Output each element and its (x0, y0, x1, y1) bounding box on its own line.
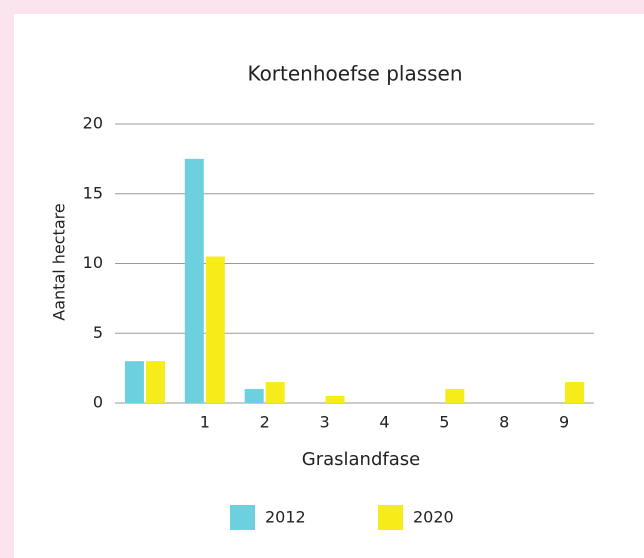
bar (265, 382, 285, 403)
legend-swatch (378, 505, 403, 530)
legend-label: 2020 (413, 508, 454, 527)
y-tick-label: 10 (83, 253, 103, 272)
bar (145, 361, 165, 403)
legend-label: 2012 (265, 508, 306, 527)
x-tick-label: 5 (439, 413, 449, 432)
bar (325, 396, 345, 403)
legend-swatch (230, 505, 255, 530)
chart-title: Kortenhoefse plassen (247, 62, 462, 86)
bar (445, 389, 465, 403)
x-tick-label: 4 (379, 413, 389, 432)
bar (565, 382, 585, 403)
y-tick-label: 5 (93, 323, 103, 342)
bar (205, 256, 225, 403)
y-tick-label: 0 (93, 393, 103, 412)
x-tick-label: 9 (559, 413, 569, 432)
bar (184, 158, 204, 403)
x-axis-label: Graslandfase (302, 449, 420, 470)
x-tick-label: 3 (319, 413, 329, 432)
x-tick-label: 1 (200, 413, 210, 432)
y-axis-label: Aantal hectare (50, 203, 69, 320)
panel (14, 14, 644, 558)
bar (244, 389, 264, 403)
y-tick-label: 15 (83, 183, 103, 202)
x-tick-label: 2 (260, 413, 270, 432)
x-tick-label: 8 (499, 413, 509, 432)
bar (124, 361, 144, 403)
y-tick-label: 20 (83, 114, 103, 133)
